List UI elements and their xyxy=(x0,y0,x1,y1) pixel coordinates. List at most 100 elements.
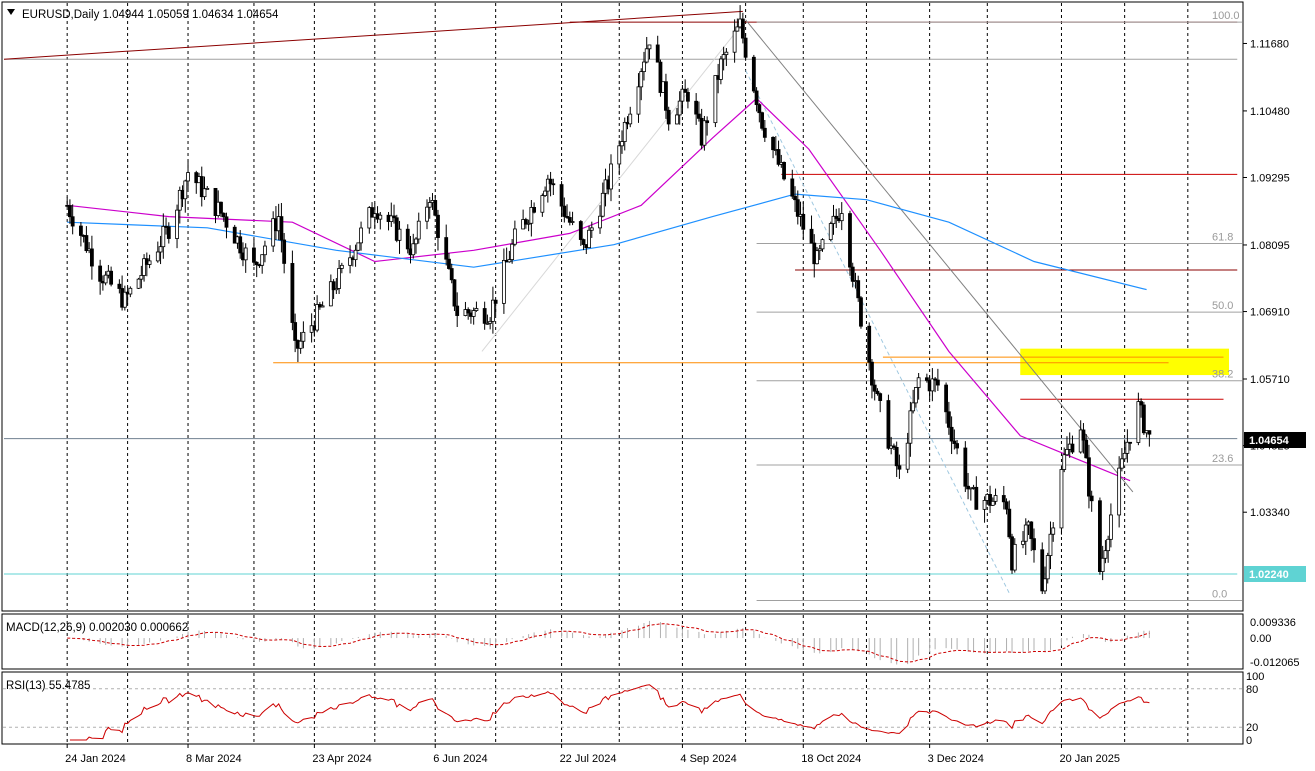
candle-body xyxy=(392,215,396,219)
candle-body xyxy=(1048,533,1053,556)
candle-body xyxy=(334,288,339,291)
candle-body xyxy=(732,30,737,53)
fib-level-label: 0.0 xyxy=(1212,588,1227,600)
candle-body xyxy=(444,237,449,260)
grid xyxy=(66,3,1189,743)
candle-body xyxy=(122,291,127,308)
candle-body xyxy=(1103,550,1108,559)
candle-body xyxy=(221,212,226,218)
rsi-panel[interactable] xyxy=(1,671,1244,745)
candle-body xyxy=(353,249,358,261)
candle-body xyxy=(155,251,160,262)
candle-body xyxy=(339,264,344,269)
candle-body xyxy=(1045,555,1050,580)
candle-body xyxy=(620,141,624,147)
candle-body xyxy=(166,226,171,239)
candle-body xyxy=(202,188,207,198)
candle-body xyxy=(331,281,336,291)
candle-body xyxy=(1098,500,1102,572)
macd-signal-line xyxy=(67,623,1150,663)
candle-body xyxy=(867,325,872,363)
candle-body xyxy=(562,205,567,217)
candle-body xyxy=(199,176,204,198)
macd-panel[interactable] xyxy=(1,613,1244,670)
candle-body xyxy=(348,257,352,266)
candle-body xyxy=(740,18,745,39)
candle-body xyxy=(705,120,710,124)
candle-body xyxy=(974,486,979,510)
triangle-down-icon[interactable] xyxy=(7,9,15,15)
candle-body xyxy=(433,200,438,216)
candle-body xyxy=(551,183,556,186)
price-axis-label: 1.08095 xyxy=(1250,240,1290,252)
candle-body xyxy=(1040,549,1045,592)
macd-indicator xyxy=(67,620,1150,665)
candle-body xyxy=(177,189,182,211)
candle-body xyxy=(988,494,992,506)
candle-body xyxy=(1087,457,1091,497)
candle-body xyxy=(1023,524,1028,542)
main-panel[interactable] xyxy=(1,1,1244,612)
candle-body xyxy=(224,216,229,228)
candle-body xyxy=(271,218,276,247)
candle-body xyxy=(232,226,237,244)
candle-body xyxy=(397,228,402,241)
candle-body xyxy=(532,207,537,213)
candle-body xyxy=(578,221,583,240)
moving-averages xyxy=(67,97,1147,482)
trendline xyxy=(745,19,1134,493)
candle-body xyxy=(485,322,490,325)
candle-body xyxy=(1081,429,1086,441)
candle-body xyxy=(647,44,652,50)
candle-body xyxy=(1147,430,1152,435)
candle-body xyxy=(913,387,918,404)
macd-axis-label: -0.012065 xyxy=(1250,657,1300,669)
candle-body xyxy=(1136,401,1141,443)
candle-body xyxy=(186,172,190,182)
candle-body xyxy=(482,308,487,324)
candle-body xyxy=(1125,441,1130,454)
candle-body xyxy=(260,254,265,266)
candle-body xyxy=(128,287,133,295)
candle-body xyxy=(315,304,320,331)
candle-body xyxy=(452,279,457,307)
candle-body xyxy=(529,207,534,224)
candle-body xyxy=(1117,467,1122,516)
candle-body xyxy=(848,213,852,268)
candle-body xyxy=(370,207,374,218)
candle-body xyxy=(1062,454,1067,470)
fib-level-label: 100.0 xyxy=(1212,10,1240,22)
macd-axis-label: 0.009336 xyxy=(1250,617,1296,629)
candle-body xyxy=(644,48,649,63)
candle-body xyxy=(559,184,564,207)
candle-body xyxy=(545,178,550,192)
candle-body xyxy=(911,402,916,412)
candle-body xyxy=(79,225,83,236)
candle-body xyxy=(474,308,479,311)
candle-body xyxy=(1070,443,1075,453)
supply-zone xyxy=(1020,348,1230,376)
time-axis-label: 24 Jan 2024 xyxy=(65,753,126,765)
candle-body xyxy=(493,299,498,304)
candlesticks xyxy=(65,5,1152,595)
candle-body xyxy=(598,215,602,229)
candle-body xyxy=(103,274,108,284)
candle-body xyxy=(219,201,223,214)
candle-body xyxy=(831,215,836,224)
axes: 24 Jan 2024 8 Mar 2024 23 Apr 2024 6 Jun 20… xyxy=(65,38,1299,765)
candle-body xyxy=(139,275,144,280)
time-axis-label: 18 Oct 2024 xyxy=(801,753,861,765)
candle-body xyxy=(990,500,995,506)
candle-body xyxy=(414,238,418,245)
candle-body xyxy=(298,340,303,349)
candle-body xyxy=(526,222,531,225)
rsi-indicator xyxy=(3,684,1242,741)
candle-body xyxy=(963,447,968,487)
candle-body xyxy=(762,127,767,138)
candle-body xyxy=(892,445,896,448)
candle-body xyxy=(828,223,833,241)
macd-axis-label: 0.00 xyxy=(1250,633,1271,645)
time-axis-label: 20 Jan 2025 xyxy=(1059,753,1120,765)
candle-body xyxy=(718,58,723,80)
